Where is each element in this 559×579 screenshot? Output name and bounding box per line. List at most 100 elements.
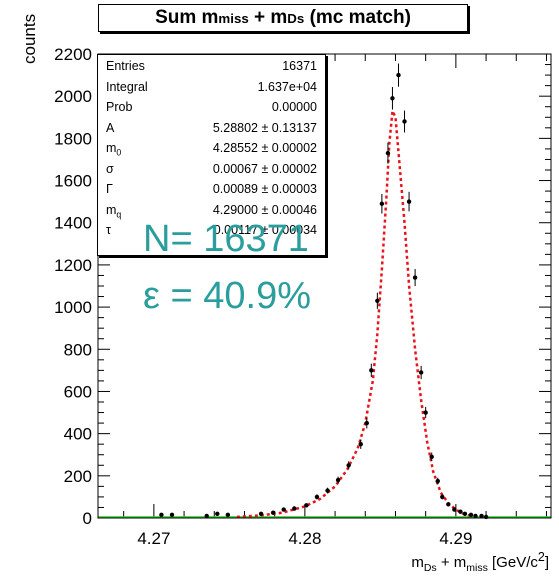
data-point xyxy=(364,420,369,426)
stats-box: Entries 16371 Integral 1.637e+04 Prob 0.00000… xyxy=(97,54,326,256)
annotation-efficiency: ε = 40.9% xyxy=(143,275,311,317)
stats-value: 5.28802 ± 0.13137 xyxy=(212,120,317,135)
title-sub-1: miss xyxy=(218,10,249,26)
data-point xyxy=(462,511,468,516)
stats-row: mq 4.29000 ± 0.00046 xyxy=(106,203,317,221)
data-point xyxy=(292,506,297,511)
data-point xyxy=(435,478,440,484)
data-point xyxy=(304,503,309,508)
stats-row: A 5.28802 ± 0.13137 xyxy=(106,121,317,139)
data-point xyxy=(270,510,276,515)
title-text-1: Sum m xyxy=(155,7,219,28)
data-point xyxy=(358,441,363,447)
stats-row: σ 0.00067 ± 0.00002 xyxy=(106,162,317,180)
data-point xyxy=(479,513,484,519)
xlabel-sub-2: miss xyxy=(466,562,488,574)
y-tick-label: 1600 xyxy=(54,172,92,191)
data-point xyxy=(418,370,424,375)
y-tick-label: 1800 xyxy=(54,129,92,148)
xlabel-text-4: ] xyxy=(544,554,549,571)
stats-name: m0 xyxy=(106,141,122,158)
title-text-3: (mc match) xyxy=(304,7,411,28)
data-point xyxy=(440,494,445,500)
annotation-count: N= 16371 xyxy=(143,218,309,260)
data-point xyxy=(325,488,330,493)
data-point xyxy=(314,494,320,500)
stats-row: m0 4.28552 ± 0.00002 xyxy=(106,141,317,159)
stats-value: 16371 xyxy=(282,59,317,73)
stats-value: 4.29000 ± 0.00046 xyxy=(212,202,317,217)
stats-name: mq xyxy=(106,202,122,220)
stats-value: 0.00067 ± 0.00002 xyxy=(212,161,317,176)
y-tick-label: 400 xyxy=(64,425,92,444)
stats-name: Integral xyxy=(106,79,148,94)
data-point xyxy=(346,463,351,468)
stats-value: 4.28552 ± 0.00002 xyxy=(212,141,317,155)
data-points-layer xyxy=(159,63,489,520)
xlabel-sub-1: Ds xyxy=(423,562,437,574)
y-tick-label: 2200 xyxy=(54,45,92,64)
data-point xyxy=(452,507,457,512)
data-point xyxy=(423,410,428,415)
data-point xyxy=(215,511,220,516)
data-point xyxy=(385,150,391,156)
data-point xyxy=(258,511,264,516)
stats-name-sub: 0 xyxy=(116,147,122,158)
data-point xyxy=(335,477,341,483)
y-tick-label: 1400 xyxy=(54,214,92,233)
stats-value: 1.637e+04 xyxy=(257,79,317,94)
xlabel-text-3: [GeV/c xyxy=(487,554,538,571)
stats-name-sub: q xyxy=(116,209,122,219)
stats-name: A xyxy=(106,120,115,135)
xlabel-text-2: + m xyxy=(436,554,467,571)
data-point xyxy=(412,275,418,280)
title-text-2: + m xyxy=(248,7,288,28)
x-axis-label: mDs + mmiss [GeV/c2] xyxy=(411,550,549,574)
data-point xyxy=(406,199,412,204)
data-point xyxy=(396,72,401,78)
data-point xyxy=(375,298,380,303)
x-tick-label: 4.27 xyxy=(137,529,170,548)
y-tick-label: 0 xyxy=(83,509,92,528)
data-point xyxy=(446,502,451,507)
stats-row: Prob 0.00000 xyxy=(106,100,317,118)
y-tick-label: 200 xyxy=(64,467,92,486)
data-point xyxy=(473,513,478,519)
tick-labels-layer: 0 200 400 600 800 1000 1200 1400 1600 1800 2000 220… xyxy=(54,45,472,548)
data-point xyxy=(281,507,286,512)
data-point xyxy=(369,368,374,373)
x-tick-label: 4.28 xyxy=(288,529,321,548)
y-tick-label: 600 xyxy=(64,382,92,401)
stats-name: σ xyxy=(106,161,114,176)
stats-row: Entries 16371 xyxy=(106,59,317,77)
y-tick-label: 1000 xyxy=(54,298,92,317)
y-tick-label: 2000 xyxy=(54,87,92,106)
stats-value: 0.00000 xyxy=(271,100,317,114)
chart-title: Sum m miss + m Ds (mc match) xyxy=(98,4,468,32)
y-tick-label: 1200 xyxy=(54,256,92,275)
stats-row: τ 0.00117 ± 0.00034 xyxy=(106,223,317,241)
data-point xyxy=(159,512,164,518)
data-point xyxy=(390,96,395,101)
stats-row: Γ 0.00089 ± 0.00003 xyxy=(106,182,317,200)
stats-row: Integral 1.637e+04 xyxy=(106,80,317,98)
y-axis-label: counts xyxy=(20,13,39,64)
xlabel-text-1: m xyxy=(411,554,424,571)
title-sub-2: Ds xyxy=(287,10,305,26)
stats-value: 0.00089 ± 0.00003 xyxy=(212,182,317,196)
data-point xyxy=(379,201,385,206)
xlabel-sup: 2 xyxy=(537,550,545,564)
data-point xyxy=(204,513,209,519)
stats-name: Γ xyxy=(106,182,113,196)
stats-value: 0.00117 ± 0.00034 xyxy=(213,223,317,237)
data-point xyxy=(402,119,407,124)
data-point xyxy=(169,512,175,518)
data-point xyxy=(458,509,463,514)
x-tick-label: 4.29 xyxy=(439,529,472,548)
data-point xyxy=(468,512,474,518)
stats-name: Entries xyxy=(106,59,145,73)
data-point xyxy=(225,512,231,518)
stats-name: Prob xyxy=(106,100,133,114)
y-tick-label: 800 xyxy=(64,340,92,359)
